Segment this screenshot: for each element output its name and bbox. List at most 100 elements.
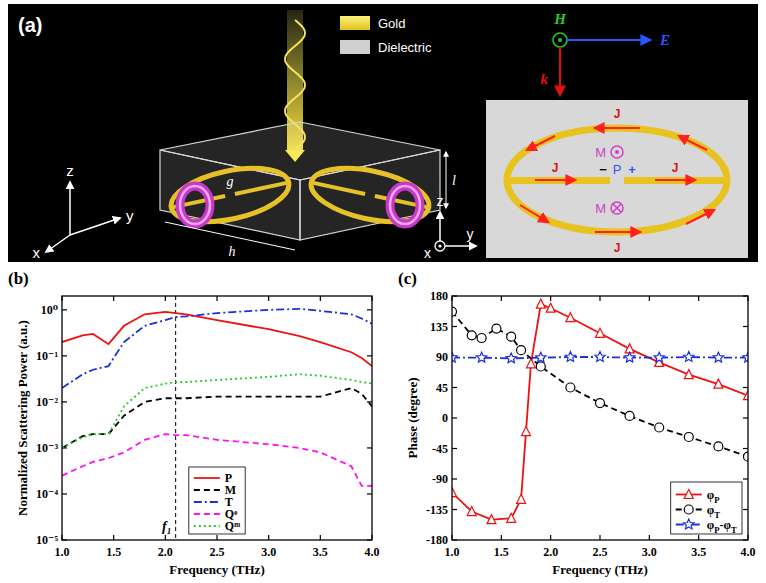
legend-marker — [684, 519, 695, 529]
axis-label: y — [467, 226, 474, 242]
toroid — [180, 186, 210, 224]
y-tick-label: -90 — [432, 472, 448, 486]
legend-swatch — [194, 525, 220, 527]
gold-ring-section — [507, 128, 727, 232]
charge-label: + — [628, 162, 636, 177]
text-part: -φ — [720, 518, 732, 532]
axis-arrow — [445, 245, 476, 247]
x-tick-label: 2.0 — [543, 545, 558, 559]
gold-bar — [313, 183, 365, 194]
y-axis-title: Normalized Scattering Power (a.u.) — [15, 320, 30, 516]
legend-swatch — [194, 501, 220, 503]
annotation-label: f₁ — [162, 519, 172, 534]
current-arrow — [535, 179, 575, 181]
series-line — [62, 312, 372, 366]
legend: PMTQᵉQᵐ — [189, 467, 245, 534]
x-tick-top — [268, 296, 269, 301]
y-tick-label: 10⁻² — [36, 395, 58, 409]
x-tick — [501, 535, 502, 540]
legend-swatch — [194, 477, 220, 479]
y-tick-right — [367, 355, 372, 356]
plot-background — [452, 296, 748, 540]
subscript: P — [714, 495, 720, 505]
marker — [506, 353, 516, 363]
x-tick-label: 2.0 — [158, 545, 173, 559]
axis-label: z — [437, 193, 444, 209]
x-tick-label: 3.0 — [261, 545, 276, 559]
x-tick-label: 4.0 — [365, 545, 380, 559]
marker — [565, 352, 575, 362]
gold-bar-section — [624, 177, 727, 184]
marker — [595, 352, 605, 362]
y-tick-right — [367, 309, 372, 310]
cross-section-background — [486, 100, 748, 258]
field-label: H — [553, 11, 567, 27]
axis-label: y — [126, 207, 134, 224]
charge-label: − — [599, 162, 607, 177]
y-tick — [62, 493, 67, 494]
text-part: Qᵐ — [225, 519, 240, 533]
axis-label: z — [66, 162, 74, 179]
x-tick — [320, 535, 321, 540]
toroid-highlight — [390, 186, 420, 224]
panel-a: (a)GoldDielectricHEkghlzyxJJJJMMP−+zyx — [8, 4, 758, 262]
field-label: E — [659, 32, 670, 48]
marker — [654, 352, 664, 362]
legend-box — [189, 467, 245, 534]
x-tick — [165, 535, 166, 540]
x-tick — [599, 535, 600, 540]
x-tick-label: 1.5 — [494, 545, 509, 559]
y-tick — [452, 478, 457, 479]
legend-box — [671, 482, 742, 534]
chart-panel: 1.01.52.02.53.03.54.010⁻⁵10⁻⁴10⁻³10⁻²10⁻… — [8, 269, 380, 577]
y-tick — [62, 401, 67, 402]
dielectric-swatch — [340, 40, 370, 54]
moment-label: M — [595, 201, 606, 216]
moment-label: M — [595, 145, 606, 160]
marker — [713, 352, 723, 362]
field-label: k — [541, 71, 549, 87]
marker — [625, 411, 634, 420]
marker — [467, 331, 476, 340]
marker — [744, 391, 749, 400]
y-tick-right — [743, 387, 748, 388]
current-label: J — [614, 107, 621, 121]
y-tick-right — [743, 509, 748, 510]
marker — [536, 299, 545, 308]
e-field-arrow — [567, 39, 650, 41]
gold-bar-section — [507, 177, 610, 184]
marker — [536, 362, 545, 371]
y-tick-label: 180 — [430, 289, 448, 303]
series-line — [62, 374, 372, 448]
moment-in — [611, 202, 623, 214]
current-arrow — [655, 179, 695, 181]
gold-ring — [306, 159, 433, 231]
marker — [507, 332, 516, 341]
axis-arrow — [46, 235, 70, 252]
dimension-label: g — [227, 174, 234, 189]
marker — [744, 452, 749, 461]
current-arrow — [595, 127, 640, 129]
current-arrow — [520, 205, 548, 222]
x-tick-top — [649, 296, 650, 301]
marker — [743, 352, 748, 362]
panel-letter: (c) — [398, 269, 417, 288]
marker — [596, 328, 605, 337]
x-tick-label: 4.0 — [741, 545, 756, 559]
y-tick-label: -135 — [426, 503, 448, 517]
x-tick — [698, 535, 699, 540]
y-tick-right — [367, 447, 372, 448]
x-tick-top — [216, 296, 217, 301]
marker — [492, 324, 501, 333]
axis-arrow — [69, 182, 71, 235]
axis-arrow — [439, 212, 441, 241]
y-tick-right — [743, 448, 748, 449]
toroid-highlight — [180, 186, 210, 224]
x-tick-top — [550, 296, 551, 301]
y-tick — [452, 326, 457, 327]
y-tick-label: 10⁻⁵ — [36, 533, 58, 547]
y-tick-label: 45 — [436, 381, 448, 395]
x-axis-title: Frequency (THz) — [552, 562, 647, 577]
x-tick-label: 3.0 — [642, 545, 657, 559]
dimension-label: l — [452, 173, 456, 188]
